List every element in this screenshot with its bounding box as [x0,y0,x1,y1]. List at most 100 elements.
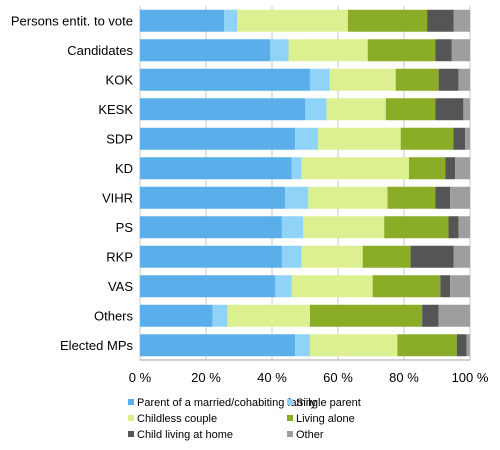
bar-segment [466,334,470,357]
legend-swatch [287,415,293,421]
category-label: KD [115,161,133,176]
bar-segment [450,186,470,209]
bar-segment [140,275,276,298]
category-label: PS [116,220,134,235]
category-label: Persons entit. to vote [11,13,133,28]
bar-segment [140,216,282,239]
bar-segment [408,157,446,180]
bar-segment [140,9,225,32]
bar-segment [395,68,439,91]
category-label: RKP [106,249,133,264]
grid-lines [139,6,471,361]
x-tick-label: 40 % [257,370,287,385]
bar-segment [367,39,436,62]
x-tick-label: 80 % [389,370,419,385]
category-label: KOK [106,72,134,87]
bar-segment [400,127,454,150]
bar-segment [385,98,436,121]
bar-segment [140,68,310,91]
bar-segment [275,275,292,298]
category-labels: Persons entit. to vote Candidates KOK KESK S… [11,13,134,353]
bar-segment [455,157,470,180]
legend-swatch [128,399,134,405]
x-tick-label: 100 % [452,370,489,385]
bar-segment [309,68,330,91]
bar-segment [140,157,292,180]
category-label: Others [94,308,134,323]
bar-segment [450,275,470,298]
category-label: KESK [98,102,133,117]
bar-segment [308,186,388,209]
bar-segment [140,98,305,121]
legend-label: Other [296,429,324,441]
legend-swatch [128,415,134,421]
bar-segment [347,9,428,32]
bar-segment [427,9,454,32]
bar-segment [397,334,457,357]
bar-segment [281,245,302,268]
bar-segment [281,216,304,239]
bar-segment [372,275,441,298]
bar-segment [140,127,296,150]
bar-segment [362,245,411,268]
bar-segment [451,39,470,62]
bar-segment [440,275,451,298]
bar-segment [453,127,466,150]
bar-segment [465,127,470,150]
bar-area [140,9,470,357]
bar-segment [140,304,213,327]
bar-segment [326,98,386,121]
bar-segment [224,9,238,32]
bar-segment [140,334,296,357]
bar-segment [291,157,302,180]
legend-label: Parent of a married/cohabiting family [137,397,317,409]
category-label: VIHR [102,190,133,205]
x-tick-label: 20 % [191,370,221,385]
legend-label: Child living at home [137,429,233,441]
bar-segment [422,304,439,327]
category-label: VAS [108,279,133,294]
category-label: Elected MPs [60,338,133,353]
bar-segment [295,334,310,357]
bar-segment [453,9,470,32]
bar-segment [453,245,470,268]
bar-segment [295,127,319,150]
bar-segment [435,98,464,121]
bar-segment [329,68,396,91]
legend-label: Single parent [296,397,361,409]
x-tick-label: 0 % [129,370,152,385]
bar-segment [140,39,271,62]
bar-segment [309,304,423,327]
bar-segment [309,334,398,357]
bar-segment [270,39,289,62]
bar-segment [318,127,401,150]
category-label: SDP [106,131,133,146]
legend-swatch [287,399,293,405]
bar-segment [237,9,348,32]
bar-segment [445,157,456,180]
bar-segment [448,216,459,239]
bar-segment [212,304,228,327]
bar-segment [456,334,467,357]
bar-segment [288,39,368,62]
bar-segment [458,68,470,91]
bar-segment [435,39,452,62]
bar-segment [140,186,286,209]
bar-segment [463,98,470,121]
legend: Parent of a married/cohabiting familySin… [128,397,361,441]
bar-segment [140,245,282,268]
bar-segment [305,98,327,121]
bar-segment [438,68,459,91]
bar-segment [410,245,454,268]
legend-swatch [128,431,134,437]
legend-label: Childless couple [137,413,217,425]
bar-segment [291,275,373,298]
bar-segment [438,304,470,327]
bar-segment [384,216,449,239]
x-tick-labels: 0 % 20 % 40 % 60 % 80 % 100 % [129,370,489,385]
x-tick-label: 60 % [323,370,353,385]
bar-segment [301,245,363,268]
bar-segment [303,216,385,239]
bar-segment [435,186,451,209]
